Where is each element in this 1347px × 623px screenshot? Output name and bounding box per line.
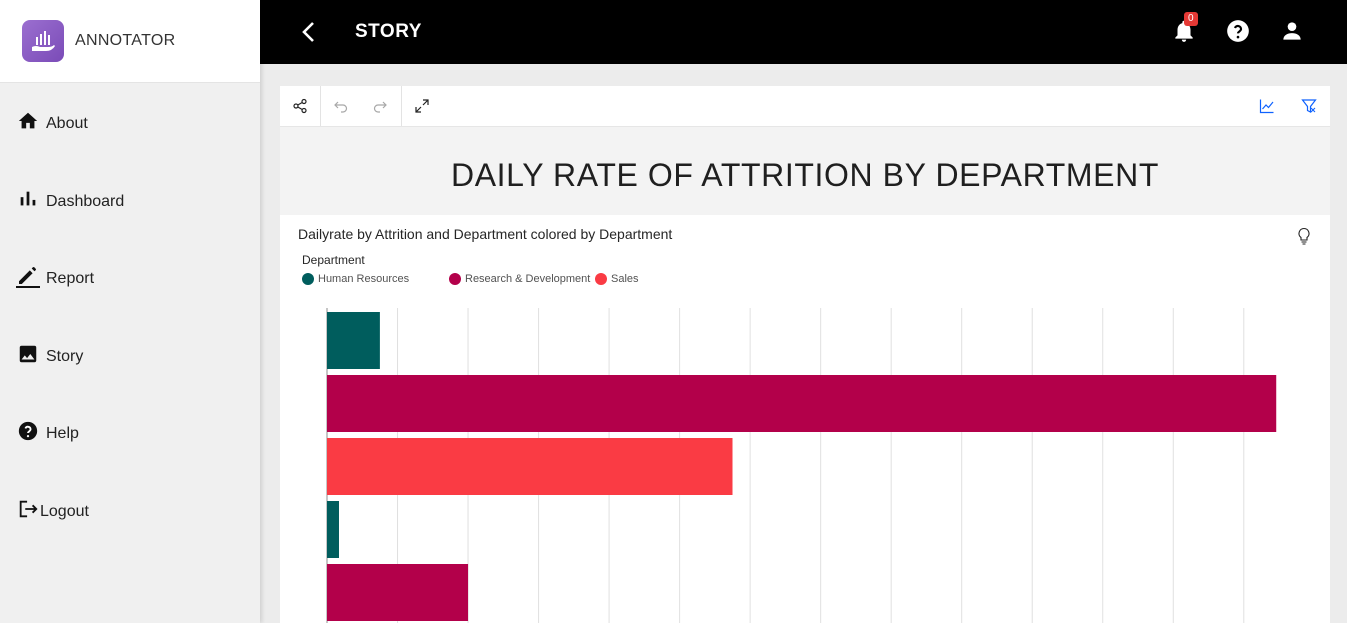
sidebar-item-label: Story xyxy=(46,348,84,365)
legend-swatch xyxy=(302,273,314,285)
bar-chart-icon xyxy=(16,187,40,211)
notification-badge: 0 xyxy=(1184,12,1198,26)
chart-title: Dailyrate by Attrition and Department co… xyxy=(298,226,673,242)
brand-name: ANNOTATOR xyxy=(75,32,176,49)
legend-label: Research & Development xyxy=(465,273,591,285)
expand-icon[interactable] xyxy=(402,86,442,126)
legend-item-sales[interactable]: Sales xyxy=(595,273,639,285)
back-arrow-icon[interactable] xyxy=(298,20,322,44)
redo-icon[interactable] xyxy=(360,86,400,126)
sidebar-item-dashboard[interactable]: Dashboard xyxy=(16,187,124,211)
sidebar-item-logout[interactable]: Logout xyxy=(16,497,89,521)
image-icon xyxy=(16,342,40,366)
sidebar-item-label: Logout xyxy=(40,503,89,520)
legend-item-human-resources[interactable]: Human Resources xyxy=(302,273,409,285)
chart-bar-research-development[interactable] xyxy=(327,375,1277,432)
sidebar-item-report[interactable]: Report xyxy=(16,264,94,288)
chart-bar-research-development[interactable] xyxy=(327,564,469,621)
pencil-icon xyxy=(16,264,40,288)
chart-bar-human-resources[interactable] xyxy=(327,501,339,558)
sidebar-item-label: Report xyxy=(46,270,95,287)
legend-swatch xyxy=(449,273,461,285)
story-toolbar xyxy=(280,86,1330,127)
legend-label: Sales xyxy=(611,273,639,285)
top-header: STORY 0 xyxy=(260,0,1347,64)
chart-bar-human-resources[interactable] xyxy=(327,312,380,369)
story-title: DAILY RATE OF ATTRITION BY DEPARTMENT xyxy=(451,157,1159,193)
filter-icon[interactable] xyxy=(1289,86,1329,126)
sidebar-item-label: About xyxy=(46,115,88,132)
sidebar-item-story[interactable]: Story xyxy=(16,342,83,366)
page-title: STORY xyxy=(355,21,422,42)
brand-header: ANNOTATOR xyxy=(0,0,260,83)
legend-item-research-development[interactable]: Research & Development xyxy=(449,273,590,285)
logout-icon xyxy=(16,497,40,521)
sidebar-item-help[interactable]: Help xyxy=(16,419,79,443)
help-icon[interactable] xyxy=(1225,18,1251,44)
undo-icon[interactable] xyxy=(321,86,361,126)
legend-title: Department xyxy=(302,253,365,267)
help-circle-icon xyxy=(16,419,40,443)
sidebar-item-about[interactable]: About xyxy=(16,109,88,133)
home-icon xyxy=(16,109,40,133)
share-icon[interactable] xyxy=(280,86,320,126)
sidebar-item-label: Help xyxy=(46,425,79,442)
user-icon[interactable] xyxy=(1279,18,1305,44)
bar-chart[interactable] xyxy=(280,215,1330,623)
hand-chart-icon[interactable] xyxy=(22,20,64,62)
visualization-card[interactable]: Dailyrate by Attrition and Department co… xyxy=(280,215,1330,623)
lightbulb-icon[interactable] xyxy=(1296,227,1312,245)
story-title-area: DAILY RATE OF ATTRITION BY DEPARTMENT xyxy=(280,127,1330,215)
sidebar: ANNOTATOR About Dashboard Report Story xyxy=(0,0,260,623)
sidebar-item-label: Dashboard xyxy=(46,193,125,210)
legend-label: Human Resources xyxy=(318,273,410,285)
toolbar-divider xyxy=(401,86,402,126)
chart-line-icon[interactable] xyxy=(1247,86,1287,126)
toolbar-divider xyxy=(320,86,321,126)
chart-bar-sales[interactable] xyxy=(327,438,733,495)
legend-swatch xyxy=(595,273,607,285)
